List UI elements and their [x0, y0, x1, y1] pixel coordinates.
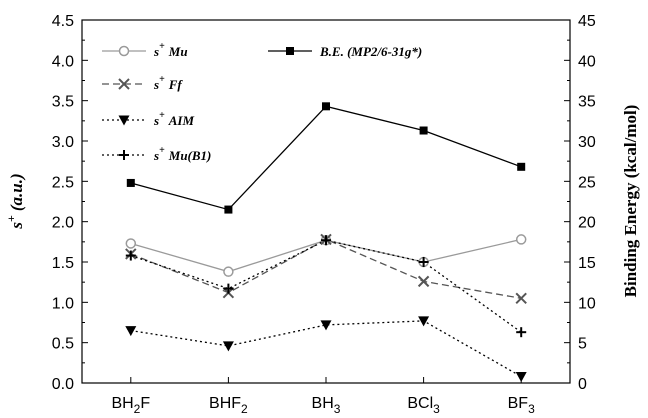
- legend-item: s+Ff: [102, 74, 183, 92]
- y-left-tick-label: 3.5: [52, 94, 74, 111]
- x-tick-label: BF3: [508, 395, 535, 416]
- legend-item: s+Mu(B1): [102, 145, 211, 163]
- series-1-point: [127, 179, 135, 187]
- legend-label: s+Mu(B1): [153, 145, 211, 163]
- y-right-tick-label: 45: [578, 13, 596, 30]
- x-tick-label-base: BHF: [209, 395, 241, 412]
- y-left-axis-unit: (a.u.): [7, 173, 26, 211]
- x-tick-label-base: BH: [111, 395, 133, 412]
- y-right-axis-title: Binding Energy (kcal/mol): [621, 105, 640, 298]
- y-left-axis-sup: +: [4, 215, 18, 222]
- legend-swatch-marker: [119, 150, 129, 160]
- x-tick-label-base: BH: [312, 395, 334, 412]
- x-tick-label-sub: 3: [433, 402, 440, 416]
- series-4-point: [516, 327, 526, 337]
- y-left-tick-label: 4.5: [52, 13, 74, 30]
- series-3-point: [418, 316, 429, 326]
- y-left-tick-label: 1.5: [52, 255, 74, 272]
- legend-label: s+Ff: [153, 74, 183, 92]
- x-tick-label: BHF2: [209, 395, 248, 416]
- x-tick-label-base: BF: [508, 395, 529, 412]
- legend-label-sup: +: [159, 41, 165, 52]
- y-right-tick-label: 35: [578, 94, 596, 111]
- x-tick-label-base: BCl: [407, 395, 433, 412]
- series-1-point: [517, 163, 525, 171]
- y-right-tick-label: 30: [578, 134, 596, 151]
- x-tick-label: BCl3: [407, 395, 440, 416]
- y-right-tick-label: 25: [578, 174, 596, 191]
- series-1-point: [322, 102, 330, 110]
- x-tick-label-sub: 3: [334, 402, 341, 416]
- legend-label-name: AIM: [168, 113, 195, 128]
- x-tick-label: BH2F: [111, 395, 150, 416]
- legend-label-name: Mu(B1): [168, 148, 212, 163]
- y-left-tick-label: 1.0: [52, 295, 74, 312]
- y-right-tick-label: 0: [578, 376, 587, 393]
- legend-item: B.E. (MP2/6-31g*): [268, 44, 422, 59]
- legend-swatch-marker: [286, 47, 294, 55]
- y-left-tick-label: 0.0: [52, 376, 74, 393]
- legend-label: s+Mu: [153, 41, 188, 59]
- legend-label-name: Ff: [168, 77, 184, 92]
- legend-label-sup: +: [159, 110, 165, 121]
- y-left-tick-label: 2.5: [52, 174, 74, 191]
- y-right-tick-label: 40: [578, 53, 596, 70]
- y-right-tick-label: 15: [578, 255, 596, 272]
- series-1-point: [224, 206, 232, 214]
- y-left-tick-label: 3.0: [52, 134, 74, 151]
- series-3-point: [125, 326, 136, 336]
- legend-item: s+AIM: [102, 110, 194, 128]
- legend-label: s+AIM: [153, 110, 194, 128]
- legend-label-name: Mu: [168, 44, 188, 59]
- series-markers: [125, 102, 526, 382]
- right-tick-labels: 0 5 10 15 20 25 30 35 40 45: [578, 13, 596, 393]
- y-left-tick-label: 0.5: [52, 336, 74, 353]
- x-tick-label-sub: 3: [528, 402, 535, 416]
- x-tick-labels: BH2FBHF2BH3BCl3BF3: [111, 395, 535, 416]
- series-0-point: [517, 235, 526, 244]
- series-4-point: [223, 284, 233, 294]
- series-3-point: [223, 341, 234, 351]
- y-right-tick-label: 5: [578, 336, 587, 353]
- legend: s+Mu B.E. (MP2/6-31g*) s+Ff s+AIM s+Mu(B1): [102, 41, 422, 163]
- series-1-point: [420, 127, 428, 135]
- legend-swatch-marker: [120, 47, 129, 56]
- series-3-point: [321, 320, 332, 330]
- legend-label-name: B.E. (MP2/6-31g*): [319, 44, 422, 59]
- x-tick-label: BH3: [312, 395, 341, 416]
- x-tick-label-sub: 2: [241, 402, 248, 416]
- series-0-point: [126, 239, 135, 248]
- x-tick-label-tail: F: [140, 395, 150, 412]
- left-tick-labels: 0.0 0.5 1.0 1.5 2.0 2.5 3.0 3.5 4.0 4.5: [52, 13, 74, 393]
- y-right-tick-label: 10: [578, 295, 596, 312]
- series-line-4: [131, 240, 521, 332]
- y-right-tick-label: 20: [578, 215, 596, 232]
- legend-label-sup: +: [159, 74, 165, 85]
- series-line-2: [131, 239, 521, 298]
- series-0-point: [224, 267, 233, 276]
- legend-label-sup: +: [159, 145, 165, 156]
- y-left-tick-label: 4.0: [52, 53, 74, 70]
- legend-label: B.E. (MP2/6-31g*): [319, 44, 422, 59]
- legend-item: s+Mu: [102, 41, 188, 59]
- series-4-point: [126, 251, 136, 261]
- y-left-axis-title: s+(a.u.): [4, 173, 26, 229]
- y-left-tick-label: 2.0: [52, 215, 74, 232]
- series-3-point: [516, 372, 527, 382]
